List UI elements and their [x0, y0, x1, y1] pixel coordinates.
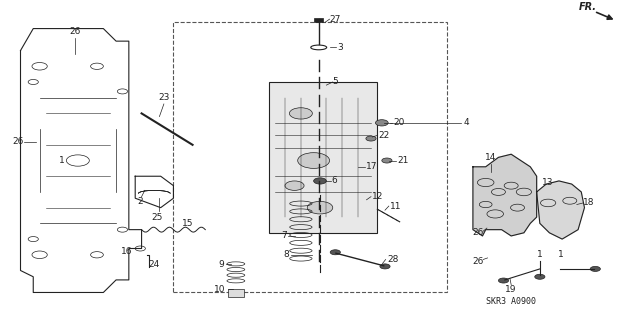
Circle shape	[499, 278, 509, 283]
Circle shape	[330, 250, 340, 255]
FancyBboxPatch shape	[314, 18, 323, 22]
Text: 14: 14	[485, 153, 497, 162]
FancyBboxPatch shape	[269, 82, 378, 233]
Circle shape	[298, 153, 330, 168]
Text: SKR3 A0900: SKR3 A0900	[486, 297, 536, 307]
Text: 27: 27	[330, 15, 341, 24]
Text: 2: 2	[138, 197, 143, 206]
Circle shape	[307, 201, 333, 214]
Text: 12: 12	[372, 192, 383, 201]
Polygon shape	[537, 181, 584, 239]
Text: 18: 18	[583, 198, 595, 207]
Text: 10: 10	[214, 285, 226, 294]
Text: 1: 1	[558, 250, 564, 259]
Text: 5: 5	[333, 78, 339, 86]
Text: FR.: FR.	[579, 2, 596, 12]
Circle shape	[376, 120, 388, 126]
Text: 20: 20	[394, 118, 404, 127]
Text: 17: 17	[366, 162, 378, 171]
Text: 7: 7	[281, 231, 287, 241]
Text: 26: 26	[12, 137, 24, 146]
Text: 11: 11	[390, 202, 401, 211]
Text: 1: 1	[59, 156, 65, 165]
Text: 4: 4	[463, 118, 469, 127]
Text: 1: 1	[537, 250, 543, 259]
Text: 6: 6	[332, 176, 337, 185]
Text: 28: 28	[387, 255, 398, 264]
Circle shape	[289, 108, 312, 119]
Circle shape	[366, 136, 376, 141]
Text: 9: 9	[219, 260, 225, 269]
Polygon shape	[473, 154, 537, 236]
Text: 3: 3	[337, 43, 343, 52]
Text: 23: 23	[158, 93, 170, 102]
Text: 16: 16	[120, 247, 132, 256]
Circle shape	[314, 178, 326, 184]
Text: 26: 26	[472, 228, 484, 237]
Text: 26: 26	[69, 27, 81, 36]
Text: 8: 8	[284, 250, 289, 259]
Circle shape	[590, 266, 600, 271]
Text: 19: 19	[506, 285, 517, 294]
Text: 25: 25	[152, 212, 163, 222]
Text: 21: 21	[397, 156, 409, 165]
Text: 13: 13	[542, 178, 554, 187]
Circle shape	[535, 274, 545, 279]
Text: 22: 22	[379, 131, 390, 140]
Text: 15: 15	[182, 219, 194, 228]
Circle shape	[382, 158, 392, 163]
Circle shape	[380, 264, 390, 269]
Text: 24: 24	[148, 260, 160, 269]
Circle shape	[285, 181, 304, 190]
FancyBboxPatch shape	[228, 289, 244, 297]
Text: 26: 26	[472, 256, 484, 265]
